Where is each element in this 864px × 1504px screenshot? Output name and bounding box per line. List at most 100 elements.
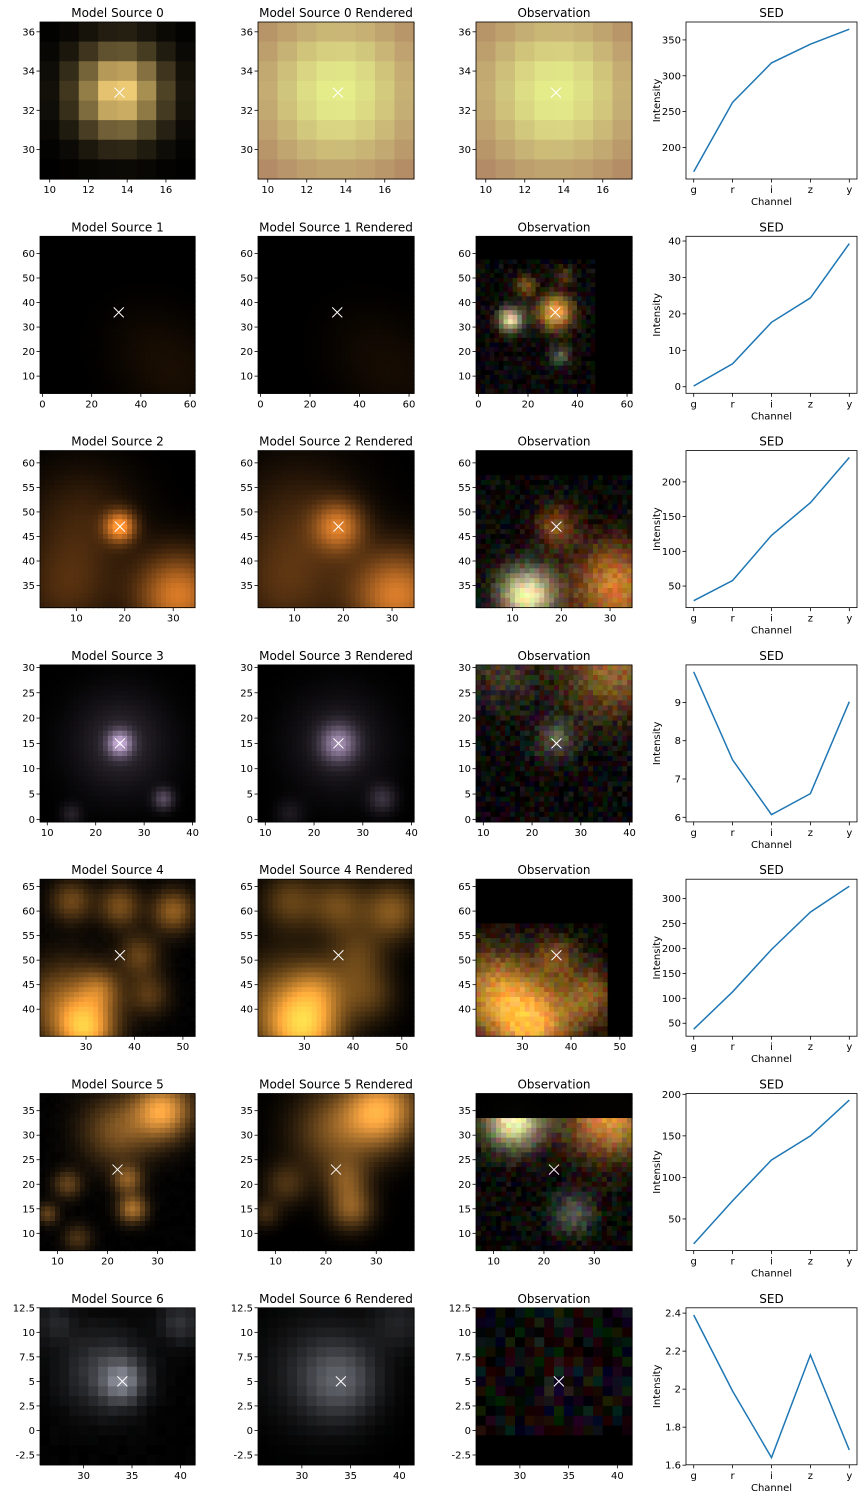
y-tick-label: 5 xyxy=(29,1377,35,1388)
y-tick-label: 50 xyxy=(240,956,253,967)
y-tick-label: 65 xyxy=(240,882,253,893)
y-tick-label: 10 xyxy=(458,1229,471,1240)
y-axis-label: Intensity xyxy=(652,507,663,551)
y-tick-label: 9 xyxy=(675,698,681,709)
y-tick-label: 55 xyxy=(240,483,253,494)
axes-frame xyxy=(685,1307,858,1466)
source-marker xyxy=(548,1164,560,1175)
y-tick-label: 250 xyxy=(662,107,681,118)
y-tick-label: 55 xyxy=(22,483,35,494)
x-tick-label: 0 xyxy=(39,399,45,410)
x-tick-label: 20 xyxy=(101,1257,114,1268)
x-tick-label: 40 xyxy=(128,1042,141,1053)
y-tick-label: 2 xyxy=(675,1385,681,1396)
sed-panel: SED g r i z y 50 100 150 200 Channel Intensity xyxy=(652,435,858,637)
sed-series-line xyxy=(693,885,850,1030)
sed-series-line xyxy=(693,671,850,816)
x-tick-label: 20 xyxy=(337,614,350,625)
x-tick-label: r xyxy=(731,399,736,410)
y-tick-label: 7 xyxy=(675,775,681,786)
axes-frame xyxy=(39,1093,196,1251)
image-pixels xyxy=(476,22,633,180)
x-tick-label: 10 xyxy=(288,614,301,625)
y-tick-label: 34 xyxy=(240,67,253,78)
panel-title: SED xyxy=(759,220,783,234)
x-tick-label: y xyxy=(846,828,852,839)
x-tick-label: 50 xyxy=(177,1042,190,1053)
figure-row-6: Model Source 630 35 40-2.502.557.51012.5Mo… xyxy=(13,1292,858,1494)
y-tick-label: 25 xyxy=(22,1155,35,1166)
x-tick-label: i xyxy=(770,1471,773,1482)
axes-frame xyxy=(475,450,633,609)
x-tick-label: 0 xyxy=(257,399,263,410)
x-tick-label: 16 xyxy=(596,185,609,196)
x-tick-label: 20 xyxy=(522,399,535,410)
x-tick-label: 50 xyxy=(613,1042,626,1053)
x-axis-label: Channel xyxy=(751,411,792,422)
y-tick-label: 30 xyxy=(240,1131,253,1142)
y-tick-label: 60 xyxy=(22,249,35,260)
y-tick-label: 7.5 xyxy=(237,1352,253,1363)
y-tick-label: 5 xyxy=(247,1377,253,1388)
y-tick-label: 1.8 xyxy=(665,1423,681,1434)
y-tick-label: 10 xyxy=(22,764,35,775)
y-tick-label: 45 xyxy=(240,532,253,543)
y-tick-label: 30 xyxy=(22,323,35,334)
y-tick-label: 60 xyxy=(240,458,253,469)
panel-title: Model Source 4 xyxy=(71,863,164,877)
y-tick-label: 300 xyxy=(662,71,681,82)
x-tick-label: 30 xyxy=(588,1257,601,1268)
image-panel: Observation 30 35 40 -2.5 0 2.5 5 7.5 10 12.5 xyxy=(449,1292,633,1482)
x-tick-label: 30 xyxy=(516,1042,529,1053)
x-tick-label: 10 xyxy=(269,1257,282,1268)
axes-frame xyxy=(475,21,633,180)
source-marker xyxy=(335,1376,347,1387)
sed-series-line xyxy=(693,1314,850,1460)
x-tick-label: 50 xyxy=(395,1042,408,1053)
source-marker xyxy=(333,521,344,533)
x-tick-label: 40 xyxy=(186,828,199,839)
image-pixels xyxy=(258,664,415,823)
y-tick-label: 65 xyxy=(22,882,35,893)
x-tick-label: 30 xyxy=(80,1042,93,1053)
y-tick-label: 50 xyxy=(22,274,35,285)
y-tick-label: 40 xyxy=(22,1005,35,1016)
image-panel: Model Source 3 Rendered 10 20 30 40 0 5 10 15 20 2… xyxy=(240,649,418,839)
y-tick-label: 50 xyxy=(458,956,471,967)
x-axis-label: Channel xyxy=(751,1054,792,1065)
panel-title: Observation xyxy=(517,220,590,234)
axes-frame xyxy=(39,1307,196,1466)
y-tick-label: 12.5 xyxy=(13,1303,35,1314)
x-tick-label: y xyxy=(846,614,852,625)
x-tick-label: 10 xyxy=(261,185,274,196)
x-tick-label: i xyxy=(770,1257,773,1268)
panel-title: Model Source 3 Rendered xyxy=(259,649,413,663)
axes-frame xyxy=(685,664,858,823)
y-tick-label: 200 xyxy=(662,143,681,154)
y-tick-label: 60 xyxy=(240,249,253,260)
sed-panel: SED g r i z y 1.6 1.8 2 2.2 2.4 Channel Intensity xyxy=(652,1292,858,1494)
x-tick-label: z xyxy=(808,614,813,625)
y-tick-label: 7.5 xyxy=(455,1352,471,1363)
x-tick-label: 20 xyxy=(89,828,102,839)
y-tick-label: 5 xyxy=(465,790,471,801)
y-tick-label: 25 xyxy=(458,1155,471,1166)
y-tick-label: 25 xyxy=(22,688,35,699)
y-axis-label: Intensity xyxy=(652,293,663,337)
image-panel: Model Source 4 30 40 50 40 45 50 55 60 65 xyxy=(22,863,196,1053)
figure-row-3: Model Source 310 20 30 40051015202530Model … xyxy=(22,649,858,851)
x-tick-label: 30 xyxy=(138,828,151,839)
x-tick-label: r xyxy=(731,185,736,196)
x-tick-label: 12 xyxy=(518,185,531,196)
panel-title: Observation xyxy=(517,1078,590,1092)
y-tick-label: 20 xyxy=(22,347,35,358)
image-panel: Model Source 4 Rendered 30 40 50 40 45 50 55 60 6… xyxy=(240,863,415,1053)
source-marker xyxy=(551,521,562,533)
axes-frame xyxy=(257,878,415,1037)
source-marker xyxy=(550,87,562,99)
axes-frame xyxy=(257,450,415,609)
y-tick-label: 55 xyxy=(240,931,253,942)
y-tick-label: 20 xyxy=(458,1180,471,1191)
y-tick-label: 30 xyxy=(22,145,35,156)
